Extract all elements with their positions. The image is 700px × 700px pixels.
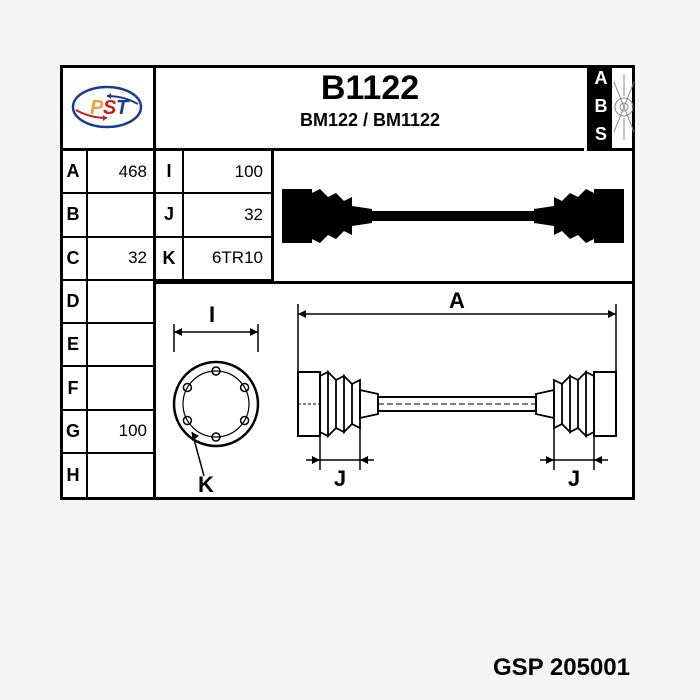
brand-footer: GSP 205001 bbox=[493, 654, 630, 682]
abs-gear-icon bbox=[612, 65, 635, 148]
table-row: G100 bbox=[60, 411, 153, 454]
dim-label-k: K bbox=[198, 472, 214, 497]
flange-front-view: I K bbox=[174, 302, 258, 497]
dim-label-j-right: J bbox=[568, 466, 580, 491]
table-row: H bbox=[60, 454, 153, 497]
table-row: B bbox=[60, 194, 153, 237]
table-row: F bbox=[60, 367, 153, 410]
table-row: E bbox=[60, 324, 153, 367]
brand-code: 205001 bbox=[550, 654, 630, 681]
table-row: K6TR10 bbox=[156, 238, 271, 281]
table-row: A468 bbox=[60, 151, 153, 194]
svg-text:S: S bbox=[103, 97, 117, 119]
logo-cell: P S T bbox=[60, 65, 156, 151]
dim-label-j-left: J bbox=[334, 466, 346, 491]
dim-label-a: A bbox=[449, 288, 465, 313]
table-row: C32 bbox=[60, 238, 153, 281]
brand-name: GSP bbox=[493, 654, 543, 681]
abs-label: ABS bbox=[590, 65, 612, 148]
abs-column: ABS bbox=[587, 65, 635, 151]
pst-logo: P S T bbox=[70, 84, 144, 130]
dim-label-i: I bbox=[209, 302, 215, 327]
spec-table-mid: I100 J32 K6TR10 bbox=[156, 151, 274, 281]
table-row: I100 bbox=[156, 151, 271, 194]
shaft-diagram-top bbox=[274, 151, 632, 281]
part-subtitle: BM122 / BM1122 bbox=[156, 110, 584, 131]
technical-drawing-area: I K bbox=[156, 281, 635, 500]
table-row: D bbox=[60, 281, 153, 324]
part-title: B1122 bbox=[156, 65, 584, 108]
spec-table-left: A468 B C32 D E F G100 H bbox=[60, 151, 156, 497]
header: B1122 BM122 / BM1122 bbox=[156, 65, 584, 151]
shaft-side-view: A J bbox=[298, 288, 616, 491]
table-row: J32 bbox=[156, 194, 271, 237]
